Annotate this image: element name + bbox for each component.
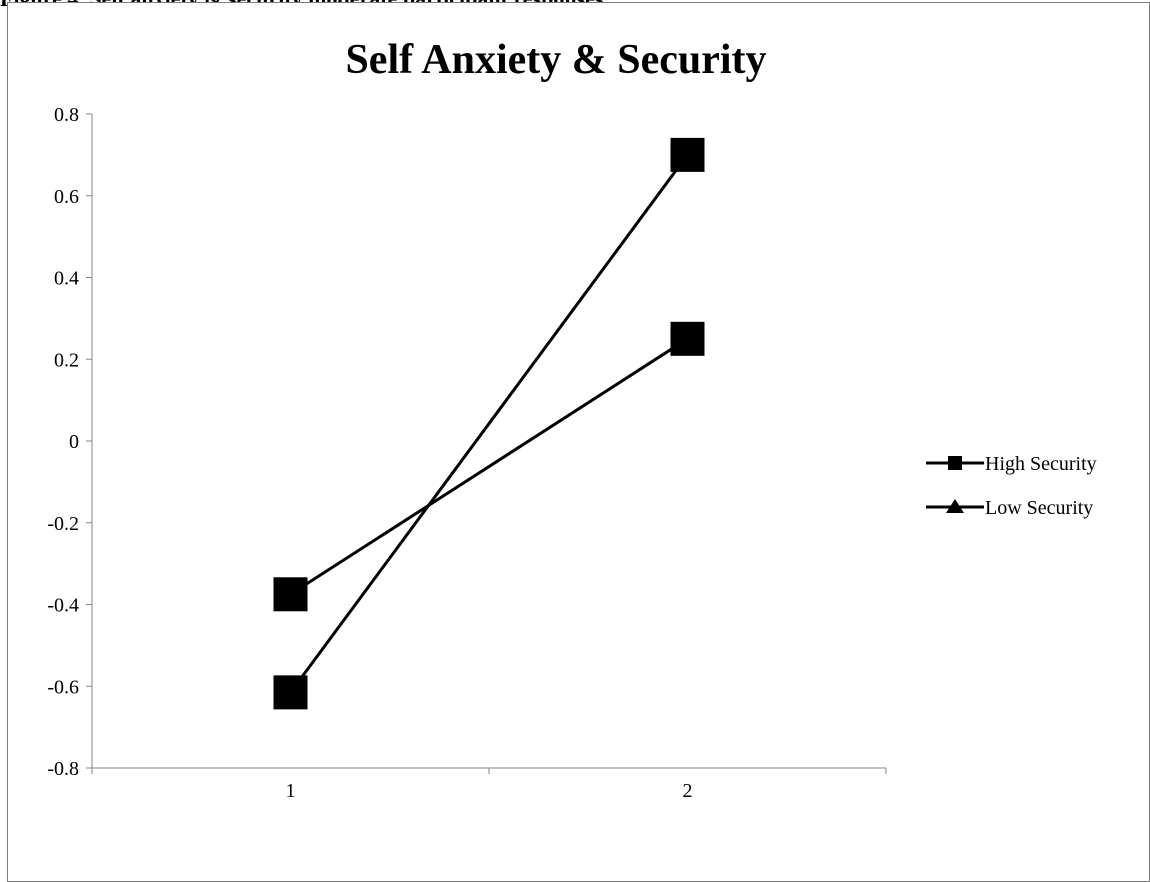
line-chart: Self Anxiety & Security 0.8 0.6 0.4 0.2 0 -0.…: [47, 37, 1097, 802]
series-line-low-security: [289, 153, 689, 694]
y-tick-label: 0.8: [54, 104, 79, 126]
y-tick-label: 0: [69, 431, 79, 453]
chart-title: Self Anxiety & Security: [345, 37, 766, 83]
y-tick-label: 0.4: [54, 268, 79, 290]
legend-label: High Security: [985, 453, 1097, 475]
data-point-marker: [670, 137, 705, 172]
series-line-high-security: [289, 337, 689, 596]
x-tick-label: 1: [286, 780, 296, 802]
legend-label: Low Security: [985, 497, 1093, 519]
y-tick-label: -0.4: [47, 595, 79, 617]
y-tick-label: -0.8: [47, 758, 79, 780]
x-tick-label: 2: [683, 780, 693, 802]
y-tick-label: -0.6: [47, 676, 79, 698]
axes: 0.8 0.6 0.4 0.2 0 -0.2 -0.4 -0.6 -0.8 1 2: [47, 104, 887, 802]
data-point-marker: [273, 675, 308, 710]
legend-square-marker: [948, 456, 962, 470]
data-point-marker: [670, 321, 705, 356]
series-group: [273, 137, 705, 710]
y-tick-label: 0.6: [54, 186, 79, 208]
chart-area: Self Anxiety & Security 0.8 0.6 0.4 0.2 0 -0.…: [7, 2, 1150, 882]
legend-triangle-marker: [946, 499, 964, 513]
y-tick-label: -0.2: [47, 513, 79, 535]
y-tick-label: 0.2: [54, 349, 79, 371]
data-point-marker: [273, 577, 308, 612]
legend: High Security Low Security: [926, 453, 1097, 519]
